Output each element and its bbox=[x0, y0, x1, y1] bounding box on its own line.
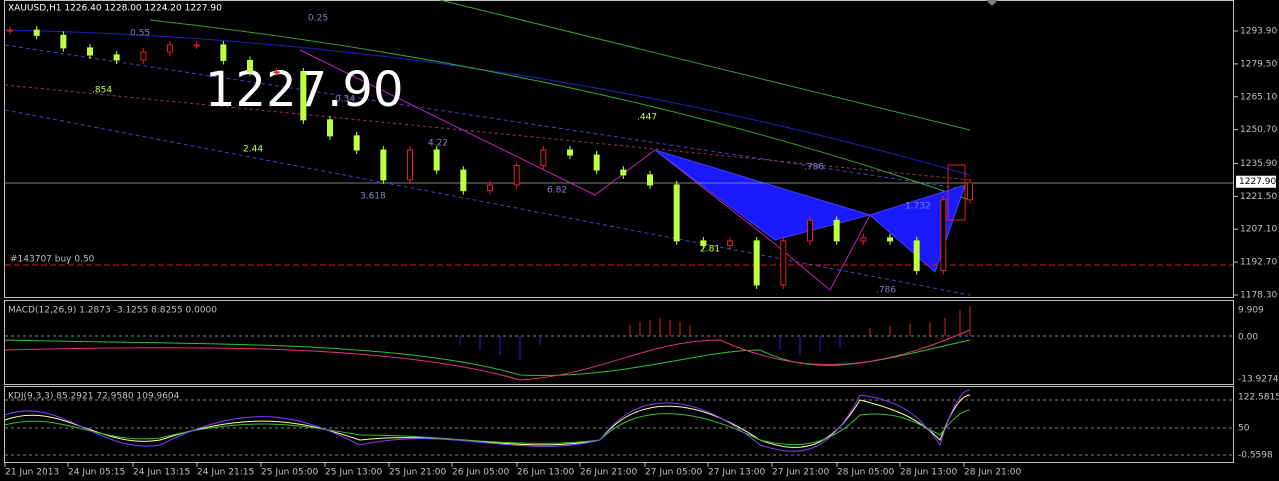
time-tick-label: 26 Jun 05:00 bbox=[452, 468, 509, 478]
candle-body bbox=[647, 174, 653, 186]
time-tick-label: 28 Jun 21:00 bbox=[964, 468, 1021, 478]
price-tick-label: 1279.50 bbox=[1240, 59, 1277, 69]
time-tick-label: 26 Jun 13:00 bbox=[517, 468, 574, 478]
candle-body bbox=[513, 165, 520, 186]
time-tick-label: 24 Jun 13:15 bbox=[133, 468, 190, 478]
candle-body bbox=[300, 71, 307, 121]
kdj-decoration bbox=[4, 389, 1233, 456]
candle-body bbox=[860, 237, 867, 242]
candle-body bbox=[193, 44, 200, 47]
price-tick-label: 1207.10 bbox=[1240, 225, 1277, 235]
panel-frames bbox=[4, 0, 1234, 463]
candle-body bbox=[87, 47, 93, 56]
time-tick-label: 25 Jun 21:00 bbox=[389, 468, 446, 478]
current-price-label: 1227.90 bbox=[1239, 177, 1276, 187]
time-tick-label: 27 Jun 21:00 bbox=[772, 468, 829, 478]
time-tick-label: 21 Jun 2013 bbox=[5, 468, 59, 478]
candle-body bbox=[967, 182, 973, 201]
fib-label: 0.55 bbox=[130, 29, 150, 39]
fib-label: 6.82 bbox=[547, 186, 567, 196]
kdj-axis-label: 50 bbox=[1238, 424, 1250, 434]
price-tick-label: 1235.90 bbox=[1240, 159, 1277, 169]
time-tick-label: 27 Jun 13:00 bbox=[708, 468, 765, 478]
candle-body bbox=[887, 237, 893, 242]
time-tick-label: 24 Jun 21:15 bbox=[197, 468, 254, 478]
candle-body bbox=[273, 71, 280, 74]
fib-label: 2.81 bbox=[700, 245, 720, 255]
fib-label: .447 bbox=[637, 113, 657, 123]
candle-body bbox=[700, 240, 707, 246]
time-tick-label: 25 Jun 13:00 bbox=[325, 468, 382, 478]
candle-body bbox=[673, 184, 680, 242]
candle-body bbox=[913, 240, 920, 272]
fib-label: 0.25 bbox=[308, 14, 328, 24]
candle-body bbox=[380, 149, 387, 181]
candle-body bbox=[567, 149, 573, 156]
candle-body bbox=[753, 240, 760, 286]
candle-body bbox=[433, 149, 440, 171]
candle-body bbox=[7, 29, 13, 32]
fib-label: 0.34 bbox=[335, 95, 355, 105]
candle-body bbox=[407, 149, 413, 181]
time-tick-label: 26 Jun 21:00 bbox=[580, 468, 637, 478]
candle-body bbox=[353, 135, 360, 151]
candle-body bbox=[460, 169, 467, 192]
macd-axis-label: 0.00 bbox=[1238, 333, 1258, 343]
fib-label: 2.44 bbox=[243, 145, 263, 155]
order-label: #143707 buy 0.50 bbox=[10, 255, 95, 265]
candle-body bbox=[247, 59, 253, 73]
price-tick-label: 1192.70 bbox=[1240, 258, 1277, 268]
price-tick-label: 1250.70 bbox=[1240, 125, 1277, 135]
time-tick-label: 27 Jun 05:00 bbox=[645, 468, 702, 478]
candle-body bbox=[940, 199, 947, 272]
price-tick-label: 1265.10 bbox=[1240, 92, 1277, 102]
time-tick-label: 28 Jun 05:00 bbox=[837, 468, 894, 478]
macd-title: MACD(12,26,9) 1.2873 -3.1255 8.8255 0.00… bbox=[8, 306, 217, 316]
time-tick-label: 25 Jun 05:00 bbox=[261, 468, 318, 478]
current-price-box bbox=[1236, 175, 1276, 188]
fib-label: 3.618 bbox=[360, 192, 386, 202]
candle-body bbox=[780, 240, 787, 286]
fib-label: .786 bbox=[876, 286, 896, 296]
candle-body bbox=[593, 154, 600, 171]
drawings bbox=[4, 0, 1233, 296]
price-tick-label: 1293.90 bbox=[1240, 27, 1277, 37]
kdj-title: KDJ(9,3,3) 85.2921 72.9580 109.9604 bbox=[8, 392, 180, 402]
price-tick-label: 1221.50 bbox=[1240, 192, 1277, 202]
kdj-axis-label: -0.5598 bbox=[1238, 451, 1273, 461]
candle-body bbox=[540, 149, 547, 167]
fib-label: 4.22 bbox=[428, 139, 448, 149]
fib-label: 1.732 bbox=[905, 202, 931, 212]
candle-body bbox=[327, 119, 333, 137]
macd-axis-label: -13.9274 bbox=[1238, 375, 1279, 385]
candle-body bbox=[727, 240, 733, 246]
candle-body bbox=[33, 29, 40, 36]
macd-axis-label: 9.909 bbox=[1238, 306, 1264, 316]
macd-decoration bbox=[4, 306, 1233, 381]
candle-body bbox=[807, 219, 813, 242]
candle-body bbox=[487, 184, 493, 192]
candle-body bbox=[140, 51, 147, 61]
candle-body bbox=[167, 44, 173, 53]
fib-label: .854 bbox=[92, 86, 112, 96]
candle-body bbox=[620, 169, 627, 176]
candle-body bbox=[60, 34, 67, 49]
price-tick-label: 1178.30 bbox=[1240, 291, 1277, 301]
time-tick-label: 24 Jun 05:15 bbox=[68, 468, 125, 478]
candle-body bbox=[113, 54, 120, 61]
time-tick-label: 28 Jun 13:00 bbox=[900, 468, 957, 478]
symbol-header: XAUUSD,H1 1226.40 1228.00 1224.20 1227.9… bbox=[8, 4, 222, 14]
candle-body bbox=[220, 44, 227, 61]
fib-label: .786 bbox=[804, 163, 824, 173]
kdj-axis-label: 122.5815 bbox=[1238, 393, 1279, 403]
candle-body bbox=[833, 219, 840, 242]
